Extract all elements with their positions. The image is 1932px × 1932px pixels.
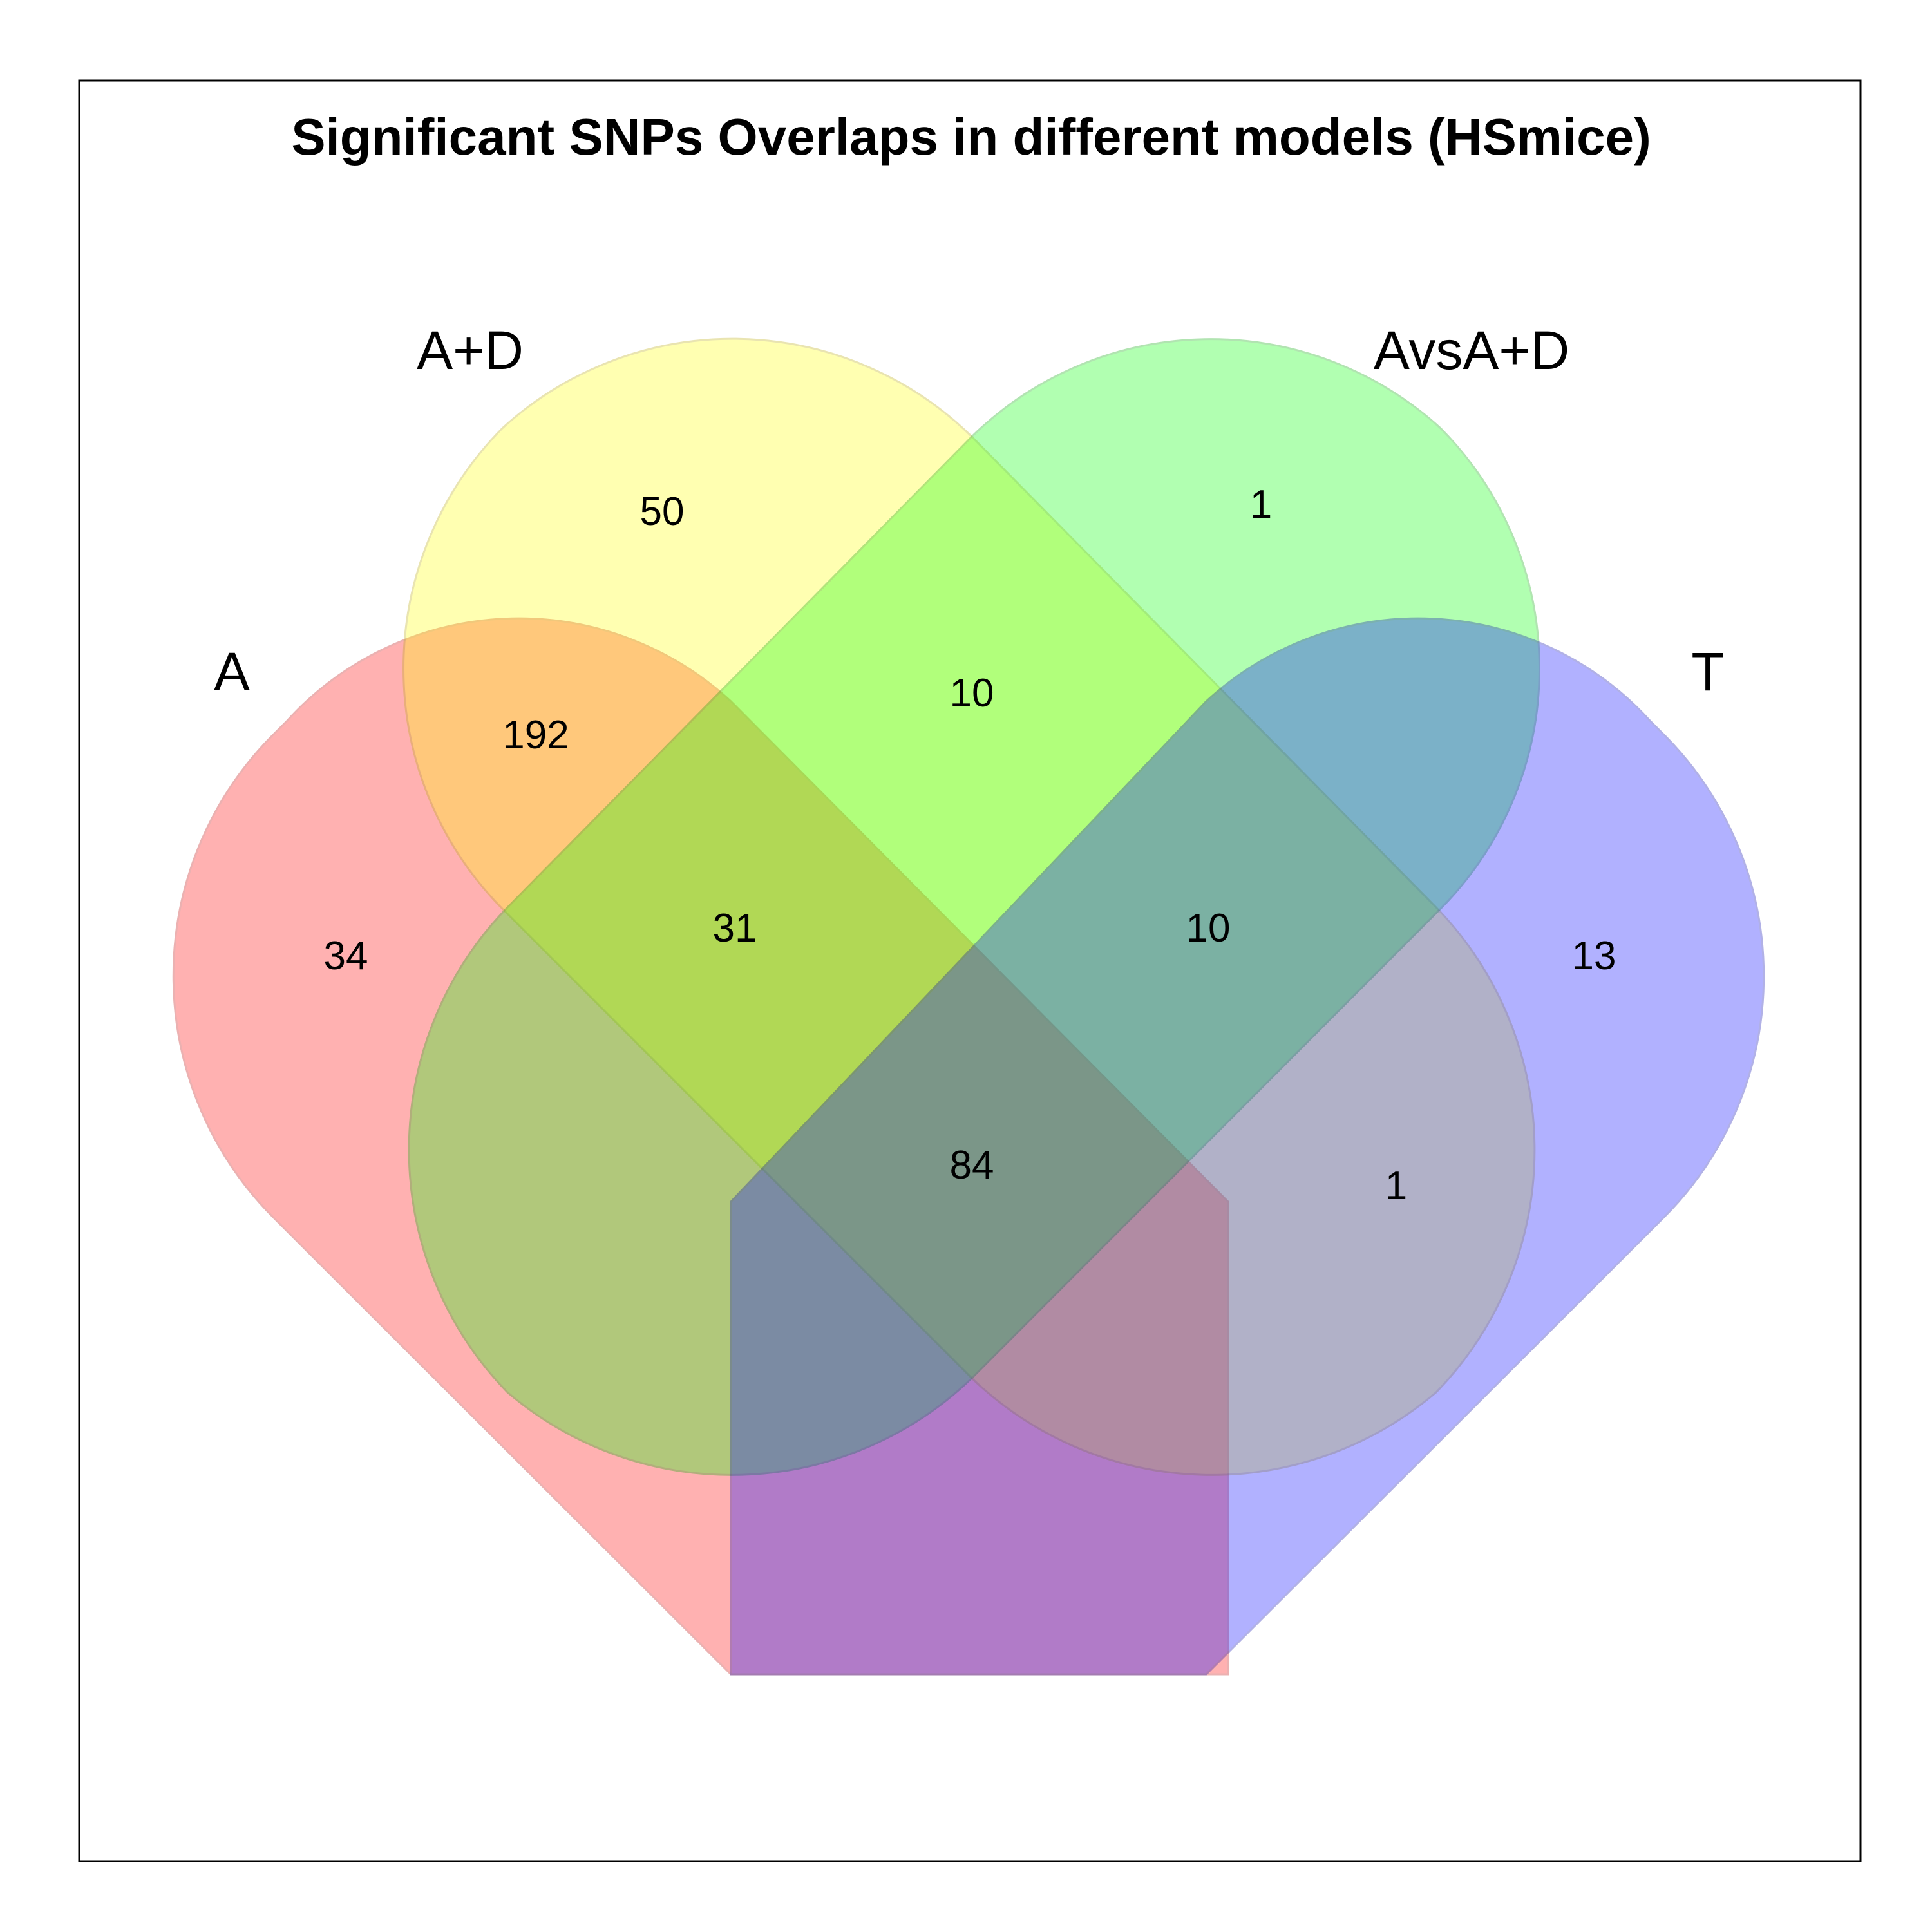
diagram-title: Significant SNPs Overlaps in different m… <box>291 108 1651 166</box>
region-count-a-only: 34 <box>324 934 368 978</box>
set-label-a: A <box>214 641 250 702</box>
region-count-a-ad: 192 <box>502 713 569 757</box>
region-count-a-ad-avsad: 31 <box>713 906 757 951</box>
region-count-t-only: 13 <box>1572 934 1616 978</box>
region-count-ad-avsad: 10 <box>950 671 994 715</box>
set-shape-avsad <box>408 338 1540 1476</box>
plot-frame <box>78 79 1862 1862</box>
region-count-avsad-only: 1 <box>1250 482 1272 527</box>
region-count-ad-avsad-t: 10 <box>1186 906 1231 951</box>
set-shape-t <box>730 617 1765 1676</box>
set-label-t: T <box>1691 641 1724 702</box>
set-label-avsad: AvsA+D <box>1374 320 1569 381</box>
region-count-ad-t: 1 <box>1385 1164 1407 1208</box>
set-shape-a <box>172 617 1229 1676</box>
set-shape-ad <box>402 337 1536 1476</box>
set-label-ad: A+D <box>417 320 524 381</box>
region-count-ad-only: 50 <box>640 489 685 534</box>
region-count-all: 84 <box>950 1143 994 1188</box>
set-shapes <box>172 337 1765 1676</box>
